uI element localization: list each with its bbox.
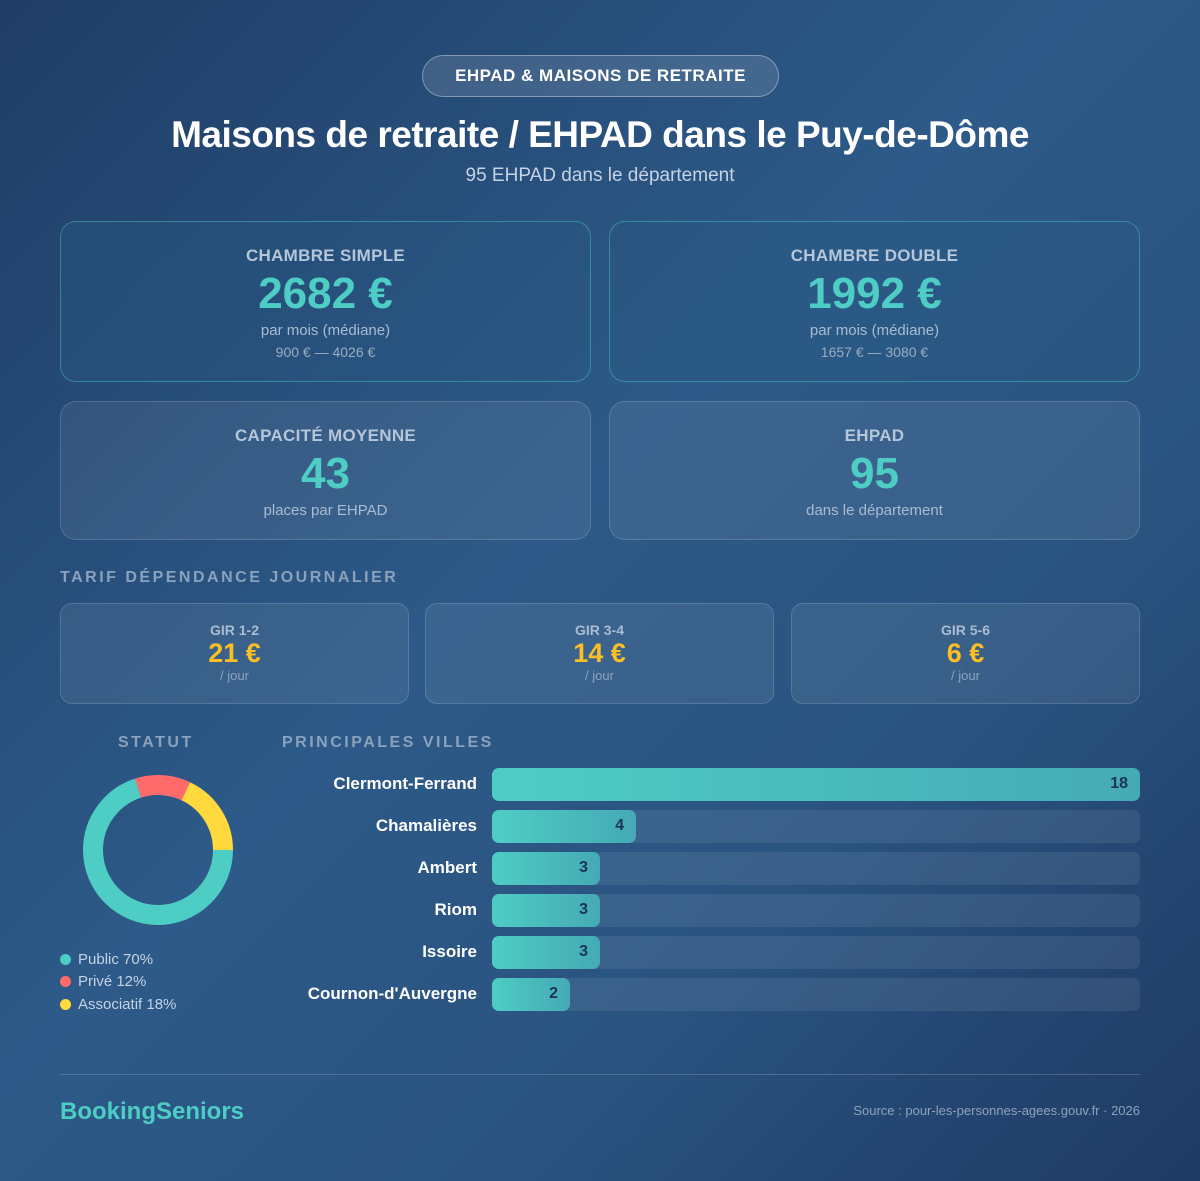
bar-row: Issoire 3: [280, 936, 1140, 969]
card-ehpad-count: EHPAD 95 dans le département: [609, 401, 1140, 540]
legend-dot: [60, 953, 71, 965]
donut-slice-1: [83, 775, 233, 925]
card-sub: dans le département: [806, 502, 943, 519]
bar-row: Ambert 3: [280, 852, 1140, 885]
statut-donut-chart: [83, 775, 233, 925]
card-sub: par mois (médiane): [809, 322, 940, 339]
tarif-heading: TARIF DÉPENDANCE JOURNALIER: [60, 569, 399, 586]
bar: 4: [492, 810, 636, 843]
bar: 2: [492, 978, 570, 1011]
card-sub: par mois (médiane): [260, 322, 391, 339]
legend-dot: [60, 998, 71, 1010]
bar-row: Clermont-Ferrand 18: [280, 768, 1140, 801]
legend-dot: [60, 976, 71, 988]
bar-track: 3: [492, 894, 1140, 927]
footer-divider: [60, 1074, 1140, 1075]
bar-track: 3: [492, 852, 1140, 885]
villes-heading: PRINCIPALES VILLES: [282, 734, 494, 751]
bar-label: Issoire: [422, 942, 477, 961]
bar-track: 2: [492, 978, 1140, 1011]
bar-label: Chamalières: [375, 816, 477, 835]
legend-label: Associatif 18%: [78, 995, 177, 1013]
gir-card: GIR 1-2 21 € / jour: [60, 603, 409, 704]
bar-row: Riom 3: [280, 894, 1140, 927]
legend-label: Public 70%: [78, 950, 154, 968]
bar-row: Cournon-d'Auvergne 2: [280, 978, 1140, 1011]
bar-track: 4: [492, 810, 1140, 843]
bar-label: Riom: [434, 900, 478, 919]
gir-label: GIR 5-6: [940, 622, 990, 638]
statut-legend: Public 70% Privé 12% Associatif 18%: [60, 948, 176, 1016]
card-capacite: CAPACITÉ MOYENNE 43 places par EHPAD: [60, 401, 591, 540]
card-label: CHAMBRE SIMPLE: [245, 246, 406, 265]
bar: 18: [492, 768, 1140, 801]
gir-value: 14 €: [573, 638, 626, 668]
source-text: Source : pour-les-personnes-agees.gouv.f…: [853, 1103, 1140, 1118]
bar: 3: [492, 936, 600, 969]
gir-card: GIR 3-4 14 € / jour: [425, 603, 774, 704]
card-label: EHPAD: [844, 426, 905, 445]
legend-item: Public 70%: [60, 948, 176, 971]
gir-unit: / jour: [585, 668, 614, 683]
gir-unit: / jour: [220, 668, 249, 683]
card-chambre-simple: CHAMBRE SIMPLE 2682 € par mois (médiane)…: [60, 221, 591, 382]
card-range: 1657 € — 3080 €: [820, 344, 929, 360]
bar-value-label: 3: [579, 943, 588, 960]
gir-value: 6 €: [946, 638, 985, 668]
category-badge: EHPAD & MAISONS DE RETRAITE: [422, 55, 779, 97]
bar-value-label: 2: [549, 985, 558, 1002]
bar-value-label: 18: [1110, 775, 1128, 792]
page-subtitle: 95 EHPAD dans le département: [465, 165, 735, 186]
gir-value: 21 €: [208, 638, 261, 668]
bar: 3: [492, 852, 600, 885]
card-label: CHAMBRE DOUBLE: [790, 246, 959, 265]
card-range: 900 € — 4026 €: [275, 344, 376, 360]
card-value: 43: [301, 449, 350, 498]
bar-label: Ambert: [417, 858, 477, 877]
statut-heading: STATUT: [118, 734, 194, 751]
gir-label: GIR 1-2: [209, 622, 259, 638]
card-value: 1992 €: [807, 269, 942, 318]
bar-label: Cournon-d'Auvergne: [307, 984, 477, 1003]
card-sub: places par EHPAD: [263, 502, 388, 519]
legend-label: Privé 12%: [78, 973, 147, 991]
bar-track: 3: [492, 936, 1140, 969]
bar-row: Chamalières 4: [280, 810, 1140, 843]
bar-value-label: 3: [579, 859, 588, 876]
bar-label: Clermont-Ferrand: [333, 774, 477, 793]
gir-card: GIR 5-6 6 € / jour: [791, 603, 1140, 704]
legend-item: Associatif 18%: [60, 993, 176, 1016]
card-value: 95: [850, 449, 899, 498]
card-chambre-double: CHAMBRE DOUBLE 1992 € par mois (médiane)…: [609, 221, 1140, 382]
card-label: CAPACITÉ MOYENNE: [234, 426, 417, 445]
card-value: 2682 €: [258, 269, 393, 318]
legend-item: Privé 12%: [60, 971, 176, 994]
bar-value-label: 3: [579, 901, 588, 918]
brand-logo: BookingSeniors: [60, 1098, 245, 1125]
donut-slice-2: [83, 775, 233, 925]
bar: 3: [492, 894, 600, 927]
gir-unit: / jour: [951, 668, 980, 683]
page-title: Maisons de retraite / EHPAD dans le Puy-…: [171, 114, 1029, 155]
bar-value-label: 4: [615, 817, 624, 834]
gir-label: GIR 3-4: [574, 622, 624, 638]
bar-track: 18: [492, 768, 1140, 801]
